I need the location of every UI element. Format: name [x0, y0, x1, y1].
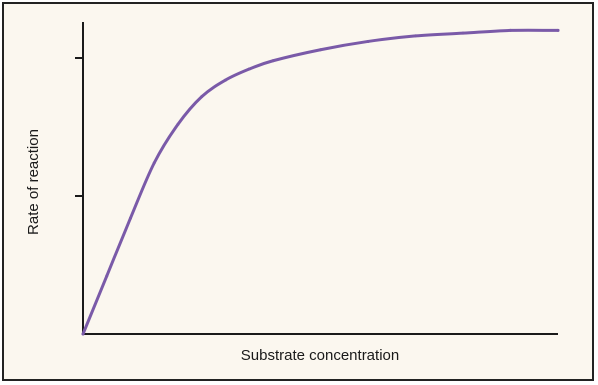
data-point-9 — [271, 59, 275, 63]
data-point-2 — [105, 274, 109, 278]
data-point-8 — [247, 67, 251, 71]
data-points — [81, 28, 560, 336]
chart-frame — [2, 2, 594, 381]
data-point-10 — [319, 48, 322, 52]
data-point-5 — [176, 122, 180, 126]
data-point-14 — [509, 28, 512, 32]
data-point-4 — [152, 161, 156, 165]
data-point-11 — [366, 39, 370, 43]
data-point-6 — [200, 95, 204, 99]
data-point-13 — [461, 31, 465, 35]
data-point-1 — [81, 332, 85, 336]
data-point-7 — [224, 78, 227, 82]
plot-background — [4, 4, 592, 379]
y-ticks — [75, 57, 83, 197]
data-point-12 — [414, 34, 417, 38]
y-axis-label: Rate of reaction — [25, 129, 42, 235]
data-point-15 — [556, 28, 560, 32]
x-axis-label: Substrate concentration — [241, 347, 399, 364]
data-point-3 — [129, 216, 132, 220]
axes — [82, 22, 558, 335]
